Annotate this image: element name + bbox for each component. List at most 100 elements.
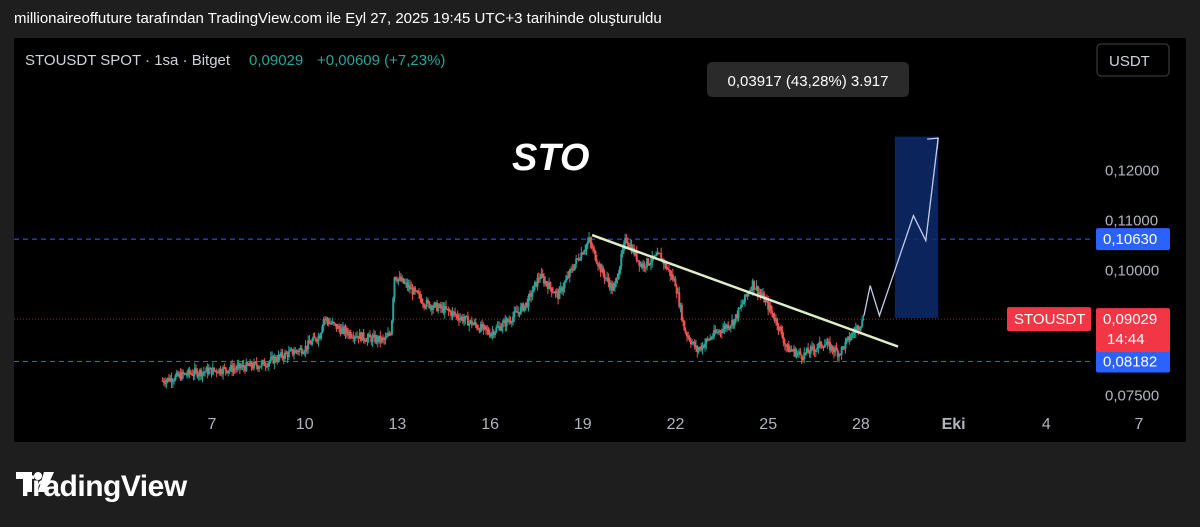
candle-body (624, 238, 627, 244)
candle-body (420, 298, 423, 304)
candle-body (706, 339, 709, 341)
candle-body (349, 332, 352, 337)
candle-body (314, 337, 317, 341)
candle-body (219, 368, 222, 374)
candle-body (817, 343, 820, 349)
candle-body (830, 345, 833, 351)
trendline[interactable] (591, 233, 899, 348)
candle-body (850, 333, 853, 338)
candle-body (674, 278, 677, 287)
price-tick-label: 0,07500 (1105, 388, 1159, 405)
candle-body (186, 374, 189, 376)
candle-body (787, 344, 790, 353)
candle-body (742, 301, 745, 305)
candle-body (174, 375, 177, 381)
candle-body (235, 368, 238, 370)
candle-body (379, 335, 382, 342)
candle-body (496, 326, 499, 328)
candle-body (222, 367, 225, 375)
candle-body (403, 282, 406, 284)
candle-body (526, 302, 529, 308)
candle-body (345, 328, 348, 333)
projection-box[interactable] (894, 136, 939, 319)
candle-body (374, 334, 377, 343)
candle-body (380, 337, 383, 342)
candle-body (376, 336, 379, 342)
candle-body (783, 343, 786, 345)
candle-body (361, 332, 364, 341)
candle-body (262, 360, 265, 363)
candle-body (760, 294, 763, 296)
candle-body (723, 325, 726, 329)
candle-body (215, 370, 218, 373)
price-chart[interactable]: STOUSDT SPOT · 1sa · Bitget 0,09029 +0,0… (14, 38, 1186, 442)
candle-body (629, 244, 632, 247)
tradingview-logo-icon (16, 472, 54, 492)
candle-body (701, 345, 704, 350)
candle-body (719, 330, 722, 333)
candle-body (175, 372, 178, 376)
chart-pane[interactable]: STOUSDT SPOT · 1sa · Bitget 0,09029 +0,0… (14, 38, 1186, 442)
candle-body (644, 267, 647, 269)
time-tick-label: Eki (942, 416, 966, 433)
support-price-tag: 0,08182 (1096, 350, 1170, 373)
candle-body (664, 262, 667, 265)
candle-body (722, 328, 725, 333)
candle-body (843, 346, 846, 349)
candle-body (826, 341, 829, 345)
candle-body (432, 307, 435, 310)
candle-body (468, 322, 471, 326)
candle-body (206, 367, 209, 375)
candle-body (798, 351, 801, 353)
candle-body (550, 287, 553, 293)
candle-body (264, 365, 267, 367)
candle-body (478, 328, 481, 332)
candle-body (197, 374, 200, 377)
candle-body (616, 278, 619, 280)
candle-body (406, 282, 409, 288)
candle-body (638, 260, 641, 266)
candle-body (847, 336, 850, 339)
candle-body (577, 258, 580, 261)
candle-body (607, 277, 610, 283)
candle-body (452, 311, 455, 313)
candle-body (363, 339, 366, 342)
candle-body (170, 377, 173, 383)
candle-body (401, 278, 404, 281)
candle-body (746, 293, 749, 296)
candle-body (643, 263, 646, 268)
candle-body (537, 277, 540, 279)
candle-body (589, 237, 592, 243)
candle-body (590, 242, 593, 248)
projection-path[interactable] (863, 138, 939, 318)
currency-button[interactable]: USDT (1096, 43, 1170, 77)
candle-body (375, 336, 378, 343)
projection-arrowhead (927, 137, 939, 150)
candle-body (642, 263, 645, 268)
candle-body (415, 290, 418, 292)
candle-body (196, 370, 199, 377)
candle-body (608, 282, 611, 289)
chart-caption: millionaireoffuture tarafından TradingVi… (14, 10, 662, 27)
sto-label[interactable]: STO (512, 137, 589, 179)
candle-body (424, 306, 427, 308)
candle-body (242, 365, 245, 368)
candle-body (371, 336, 374, 343)
time-tick-label: 4 (1042, 416, 1051, 433)
candle-body (579, 259, 582, 261)
symbol-name[interactable]: STOUSDT SPOT · 1sa · Bitget (25, 52, 231, 69)
candle-body (455, 314, 458, 316)
candle-body (588, 237, 591, 242)
candle-body (441, 306, 444, 309)
candle-body (469, 320, 472, 323)
candle-body (549, 282, 552, 288)
candle-body (667, 269, 670, 271)
candle-body (759, 292, 762, 295)
candle-body (765, 299, 768, 301)
candle-body (728, 326, 731, 329)
candle-body (393, 277, 396, 299)
candle-body (362, 332, 365, 340)
candle-body (845, 338, 848, 342)
candle-body (282, 357, 285, 359)
candle-body (269, 357, 272, 362)
